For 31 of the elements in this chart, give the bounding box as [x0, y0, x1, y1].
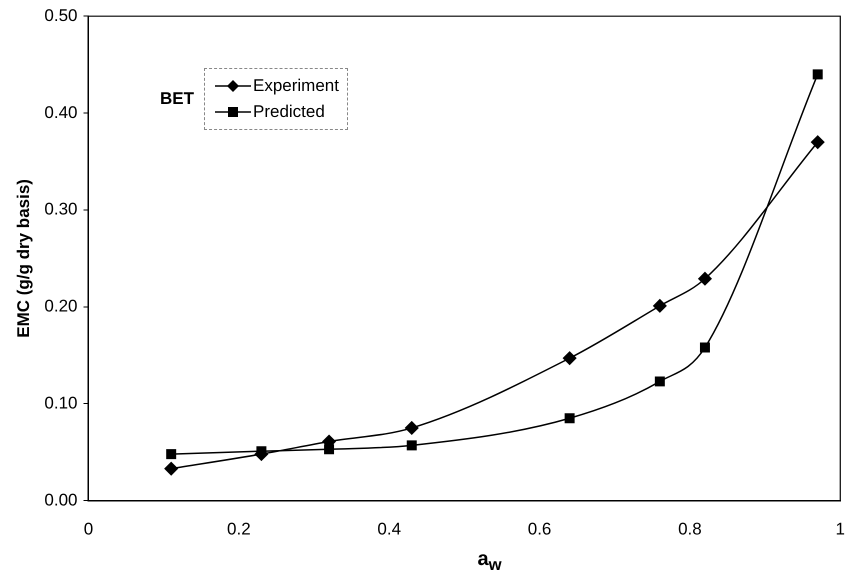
point [405, 421, 419, 435]
x-tick-label: 0.2 [227, 519, 251, 538]
point [812, 69, 823, 80]
x-tick-label: 0 [84, 519, 94, 538]
x-tick-label: 1 [836, 519, 846, 538]
point [164, 462, 178, 476]
y-tick-label: 0.50 [44, 6, 78, 25]
y-tick-label: 0.00 [44, 490, 78, 510]
point [166, 449, 176, 460]
y-tick-label: 0.10 [44, 393, 78, 412]
point [564, 413, 575, 424]
y-tick-label: 0.20 [44, 296, 78, 316]
legend-label: Experiment [253, 76, 339, 96]
x-tick-label: 0.8 [678, 519, 702, 538]
point [406, 440, 417, 450]
x-tick-label: 0.6 [528, 519, 552, 538]
point [256, 446, 266, 456]
legend-label: Predicted [253, 102, 325, 122]
x-tick-label: 0.4 [377, 519, 402, 538]
point [653, 299, 667, 313]
point [698, 272, 712, 286]
legend-title: BET [160, 89, 194, 109]
y-tick-label: 0.40 [44, 102, 78, 122]
y-tick-label: 0.30 [44, 200, 78, 219]
point [810, 135, 824, 149]
point [654, 376, 665, 386]
point [324, 444, 334, 454]
x-axis-title: a$_{w}$ [476, 548, 503, 575]
point [700, 342, 710, 353]
y-axis-title: EMC (g/g dry basis) [14, 179, 33, 338]
point [562, 351, 576, 365]
